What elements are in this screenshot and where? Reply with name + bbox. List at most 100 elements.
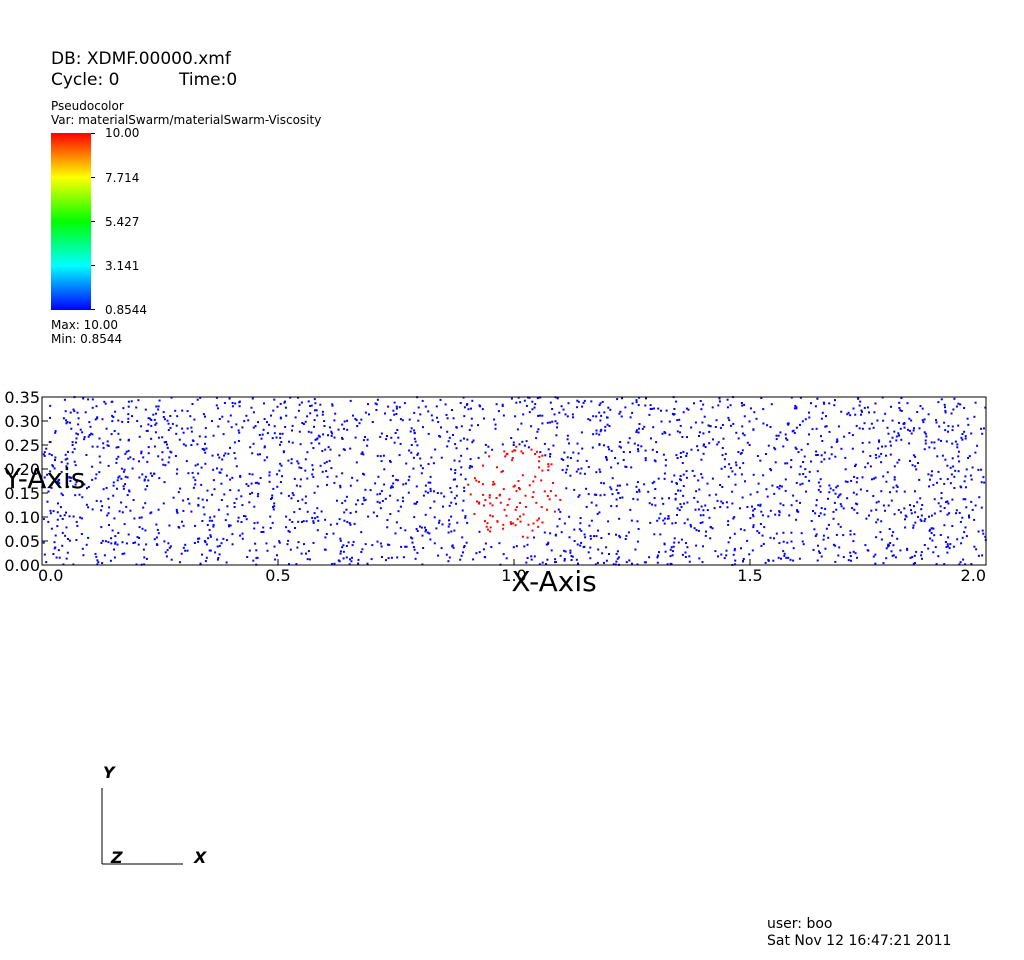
data-point — [566, 456, 569, 459]
data-point — [765, 488, 768, 491]
data-point — [583, 533, 586, 536]
data-point — [958, 563, 961, 566]
data-point — [670, 480, 673, 483]
data-point — [970, 478, 973, 481]
data-point — [247, 484, 250, 487]
data-point — [840, 447, 843, 450]
data-point — [493, 418, 496, 421]
data-point — [312, 541, 315, 544]
data-point — [828, 491, 831, 494]
data-point — [923, 431, 926, 434]
data-point — [262, 526, 265, 529]
data-point — [603, 561, 605, 564]
data-point — [873, 411, 876, 414]
data-point — [288, 530, 291, 533]
data-point — [439, 435, 442, 438]
data-point — [965, 486, 967, 489]
data-point — [454, 478, 456, 481]
data-point — [223, 454, 225, 457]
data-point — [962, 498, 965, 501]
data-point — [85, 543, 88, 546]
data-point — [601, 552, 604, 555]
data-point — [419, 457, 422, 460]
x-tick-label: 0.5 — [265, 566, 290, 585]
data-point — [830, 453, 833, 456]
data-point — [864, 544, 867, 547]
data-point — [253, 505, 256, 508]
data-point — [718, 397, 721, 400]
data-point — [124, 452, 127, 455]
data-point — [224, 452, 227, 455]
data-point — [171, 422, 174, 425]
data-point — [213, 488, 216, 491]
data-point — [200, 466, 203, 469]
data-point — [435, 405, 438, 408]
data-point — [297, 396, 300, 399]
data-point — [208, 519, 211, 522]
data-point — [667, 515, 670, 517]
data-point — [291, 429, 293, 432]
data-point — [101, 539, 104, 542]
data-point — [825, 527, 828, 530]
data-point — [122, 487, 125, 490]
data-point — [164, 551, 167, 554]
data-point — [599, 402, 602, 405]
data-point — [802, 473, 805, 475]
data-point-high — [513, 484, 516, 487]
data-point — [483, 417, 485, 420]
data-point — [594, 563, 597, 566]
data-point — [450, 530, 453, 533]
data-point-high — [524, 494, 527, 497]
data-point — [959, 520, 962, 523]
data-point — [355, 419, 358, 422]
data-point — [782, 445, 785, 448]
data-point — [333, 436, 336, 439]
data-point-high — [535, 501, 538, 504]
data-point — [332, 532, 335, 535]
data-point — [661, 432, 664, 435]
data-point-high — [491, 504, 494, 507]
data-point — [291, 441, 294, 444]
data-point — [43, 455, 46, 457]
data-point — [101, 562, 104, 565]
data-point — [179, 561, 181, 564]
data-point — [424, 513, 427, 516]
data-point — [919, 518, 922, 521]
data-point — [175, 508, 178, 511]
data-point-high — [467, 483, 470, 486]
data-point — [724, 452, 727, 455]
data-point — [98, 471, 101, 474]
data-point — [349, 399, 352, 402]
data-point — [620, 415, 623, 418]
data-point — [393, 441, 396, 444]
data-point — [495, 403, 498, 406]
data-point — [558, 517, 561, 520]
data-point — [346, 428, 349, 431]
data-point — [547, 448, 550, 451]
data-point — [211, 420, 213, 423]
data-point — [756, 455, 759, 457]
data-point — [562, 459, 565, 461]
data-point — [175, 510, 178, 513]
data-point — [356, 479, 359, 482]
data-point — [927, 547, 930, 550]
data-point — [600, 481, 603, 484]
data-point — [549, 532, 552, 535]
data-point — [631, 411, 634, 414]
data-point — [777, 556, 780, 559]
data-point — [549, 421, 552, 424]
data-point — [620, 446, 622, 449]
data-point — [448, 523, 451, 526]
data-point — [240, 495, 243, 498]
data-point — [453, 459, 456, 462]
data-point — [339, 539, 342, 542]
data-point — [939, 510, 942, 513]
data-point — [114, 541, 117, 544]
data-point — [179, 487, 182, 490]
data-point-high — [499, 501, 502, 504]
data-point — [813, 528, 816, 531]
data-point — [105, 427, 108, 430]
data-point — [204, 435, 207, 438]
data-point — [636, 540, 639, 543]
data-point — [554, 533, 557, 536]
